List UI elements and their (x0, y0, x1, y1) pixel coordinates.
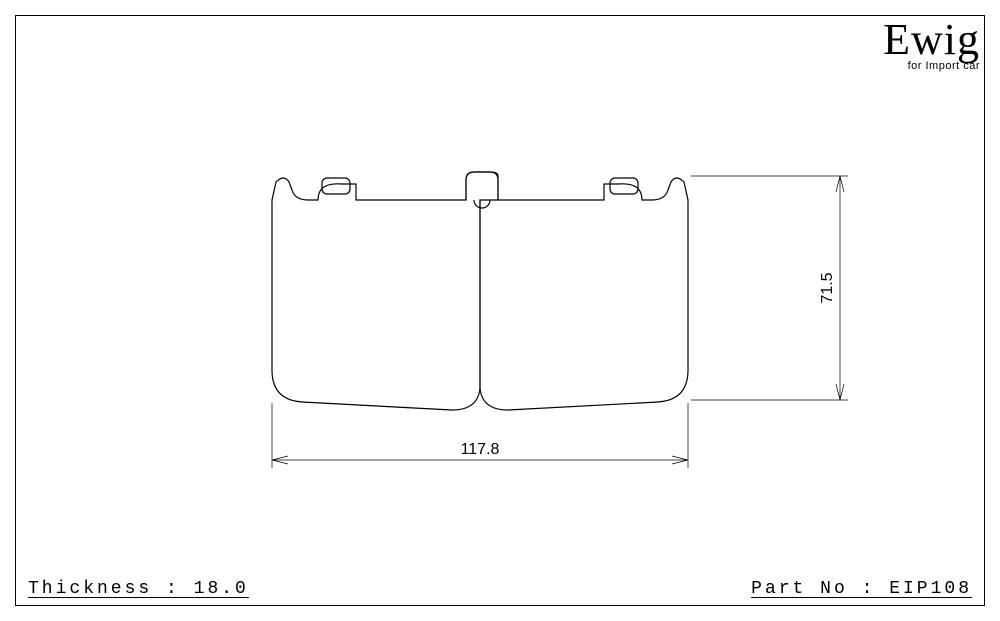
technical-drawing: 117.8 71.5 (0, 0, 1000, 621)
height-dimension-value: 71.5 (819, 272, 836, 303)
brake-pad-outline (272, 172, 688, 410)
width-dimension-value: 117.8 (461, 441, 500, 458)
height-dimension: 71.5 (691, 176, 848, 400)
width-dimension: 117.8 (272, 403, 688, 468)
